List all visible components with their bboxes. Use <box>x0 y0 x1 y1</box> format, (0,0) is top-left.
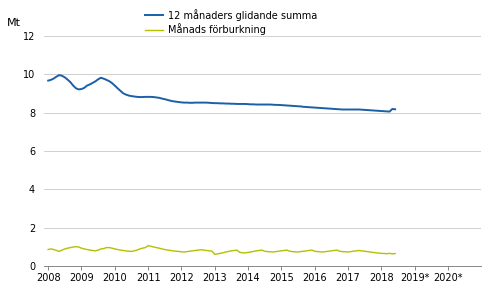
Legend: 12 månaders glidande summa, Månads förburkning: 12 månaders glidande summa, Månads förbu… <box>145 9 317 35</box>
Text: Mt: Mt <box>7 18 21 28</box>
